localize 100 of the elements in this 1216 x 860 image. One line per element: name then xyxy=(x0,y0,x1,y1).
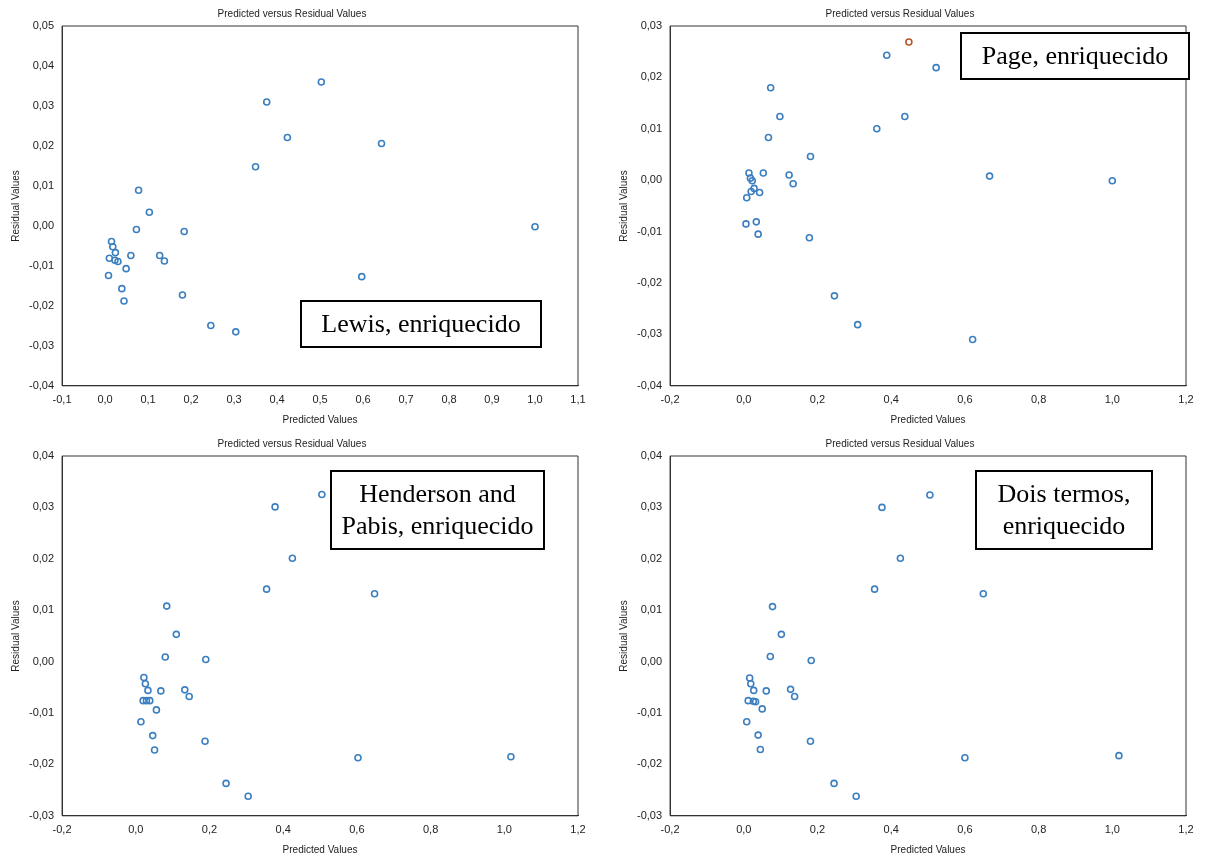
x-axis-title: Predicted Values xyxy=(890,843,966,855)
point xyxy=(932,63,940,72)
y-tick-label: -0,02 xyxy=(636,757,663,770)
x-axis-title: Predicted Values xyxy=(282,843,358,855)
point xyxy=(754,731,762,739)
point xyxy=(160,257,169,265)
y-tick-label: 0,00 xyxy=(640,654,663,667)
point xyxy=(777,630,786,639)
y-tick-label: 0,04 xyxy=(32,59,55,72)
y-axis-title: Residual Values xyxy=(9,600,21,672)
point xyxy=(806,737,815,746)
y-axis-title: Residual Values xyxy=(617,600,629,672)
point xyxy=(142,696,151,705)
point xyxy=(746,174,755,182)
x-tick-label: 0,9 xyxy=(484,393,500,406)
point xyxy=(830,292,839,300)
point xyxy=(150,746,159,754)
point xyxy=(785,171,793,179)
x-tick-label: 0,2 xyxy=(201,823,218,836)
point xyxy=(288,554,297,563)
point xyxy=(746,679,755,688)
point xyxy=(111,248,120,257)
y-tick-label: -0,03 xyxy=(28,808,55,821)
point xyxy=(161,653,170,661)
point xyxy=(185,692,194,701)
x-tick-label: -0,2 xyxy=(52,823,72,836)
point xyxy=(134,186,143,195)
y-tick-label: 0,02 xyxy=(32,551,55,564)
y-tick-label: -0,01 xyxy=(28,706,55,719)
x-tick-label: 0,5 xyxy=(312,393,328,406)
point xyxy=(283,133,292,142)
y-tick-label: -0,01 xyxy=(636,224,663,237)
point xyxy=(768,602,777,611)
point xyxy=(370,589,379,598)
x-tick-label: 0,8 xyxy=(1030,823,1047,836)
point xyxy=(357,272,366,281)
x-tick-label: 0,4 xyxy=(883,823,899,836)
point xyxy=(172,630,181,639)
point xyxy=(222,779,230,788)
point xyxy=(754,230,762,238)
x-tick-label: 0,4 xyxy=(269,393,285,406)
point xyxy=(139,696,147,705)
point xyxy=(750,184,758,193)
x-tick-label: 0,2 xyxy=(809,823,826,836)
y-tick-label: -0,04 xyxy=(636,378,663,391)
point xyxy=(786,685,795,694)
point xyxy=(127,251,135,260)
chart-title: Predicted versus Residual Values xyxy=(825,437,975,449)
point xyxy=(742,717,751,726)
y-tick-label: 0,03 xyxy=(640,19,663,32)
y-tick-label: -0,03 xyxy=(28,338,55,351)
point xyxy=(271,503,279,511)
x-tick-label: -0,2 xyxy=(660,823,680,836)
point xyxy=(901,112,909,121)
point xyxy=(755,188,764,197)
point xyxy=(145,208,154,217)
point xyxy=(107,237,116,246)
x-tick-label: 1,0 xyxy=(1104,393,1120,406)
annotation: Henderson and Pabis, enriquecido xyxy=(330,470,545,550)
point xyxy=(105,254,114,263)
point xyxy=(756,745,765,754)
chart-title: Predicted versus Residual Values xyxy=(217,7,367,19)
point xyxy=(749,686,758,695)
point xyxy=(789,180,797,188)
point xyxy=(905,38,913,46)
point xyxy=(377,139,386,148)
point xyxy=(852,792,860,801)
point xyxy=(207,321,215,330)
point xyxy=(202,655,210,664)
point xyxy=(109,242,117,251)
point xyxy=(807,656,816,665)
point xyxy=(262,98,271,106)
point xyxy=(926,491,934,499)
x-axis-title: Predicted Values xyxy=(282,413,358,425)
y-tick-label: -0,02 xyxy=(28,298,55,311)
y-tick-label: -0,01 xyxy=(636,706,663,719)
point xyxy=(180,227,188,236)
point xyxy=(762,687,771,695)
x-tick-label: 0,6 xyxy=(355,393,371,406)
point xyxy=(317,78,326,86)
x-tick-label: 0,8 xyxy=(1030,393,1047,406)
x-tick-label: 0,3 xyxy=(226,393,242,406)
y-tick-label: -0,03 xyxy=(636,327,663,340)
point xyxy=(178,291,187,299)
x-tick-label: 0,2 xyxy=(183,393,199,406)
point xyxy=(152,706,161,714)
y-axis-title: Residual Values xyxy=(617,170,629,242)
point xyxy=(853,320,862,329)
point xyxy=(747,187,755,196)
point xyxy=(262,585,271,593)
point xyxy=(745,169,753,177)
y-tick-label: -0,01 xyxy=(28,258,55,271)
point xyxy=(790,692,799,701)
y-tick-label: 0,03 xyxy=(32,98,55,111)
x-tick-label: 1,0 xyxy=(527,393,543,406)
y-tick-label: 0,02 xyxy=(640,70,663,83)
point xyxy=(764,133,773,142)
point xyxy=(882,51,891,60)
y-tick-label: -0,02 xyxy=(28,757,55,770)
x-tick-label: 1,0 xyxy=(496,823,512,836)
